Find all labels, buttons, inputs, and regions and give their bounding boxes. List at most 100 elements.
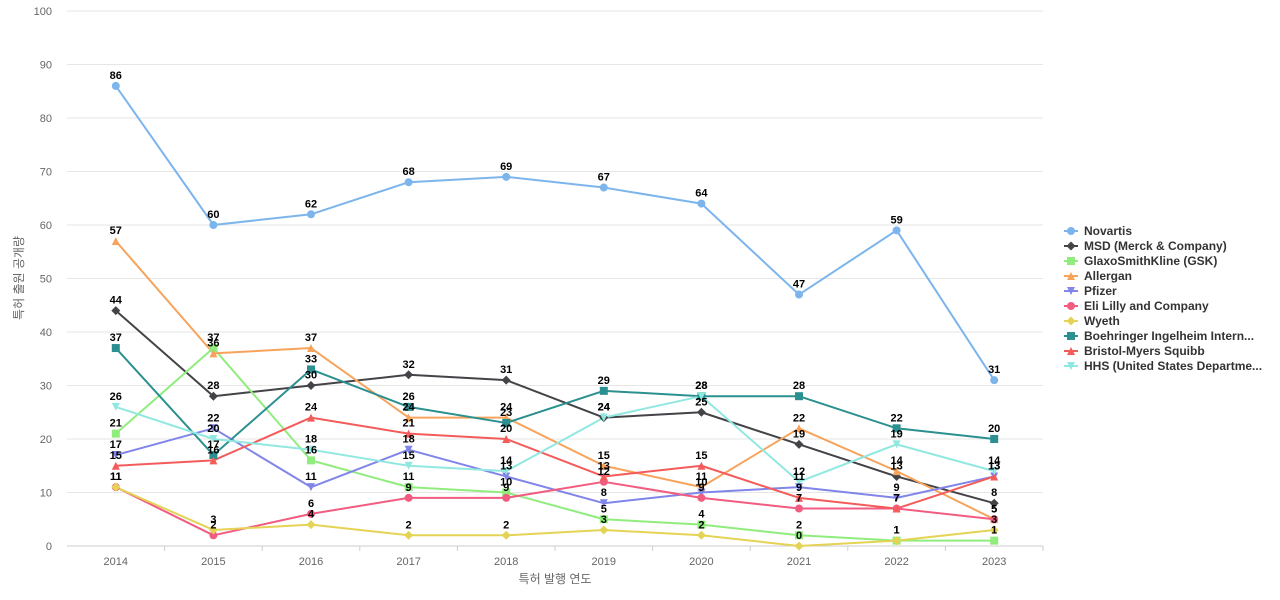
data-point: [208, 391, 218, 401]
data-label: 2: [796, 519, 802, 531]
data-label: 6: [308, 498, 314, 510]
data-label: 12: [598, 466, 610, 478]
data-point: [307, 445, 315, 454]
data-label: 3: [601, 514, 607, 526]
data-point: [990, 536, 999, 545]
data-label: 19: [890, 428, 902, 440]
series-line: [115, 486, 995, 547]
data-label: 18: [402, 434, 414, 446]
data-label: 3: [210, 514, 216, 526]
data-label: 14: [500, 455, 513, 467]
data-label: 2: [698, 519, 704, 531]
data-point: [404, 429, 413, 438]
data-label: 24: [500, 402, 513, 414]
data-point: [501, 375, 511, 385]
data-point: [599, 413, 608, 422]
series-line: [115, 480, 995, 537]
data-label: 37: [110, 332, 122, 344]
legend-symbol: [1067, 362, 1075, 370]
data-point: [307, 344, 315, 353]
data-label: 60: [207, 209, 219, 221]
data-label: 8: [991, 487, 997, 499]
series-line: [115, 309, 995, 505]
y-tick-label: 50: [40, 274, 52, 286]
axes: 특허 발행 연도 특허 출원 공개량: [12, 236, 591, 586]
data-point: [307, 456, 315, 465]
data-point: [697, 493, 706, 502]
data-label: 15: [695, 450, 707, 462]
legend-symbol: [1067, 332, 1075, 340]
legend-item[interactable]: MSD (Merck & Company): [1064, 239, 1227, 253]
data-point: [599, 183, 608, 192]
data-point: [794, 541, 804, 551]
data-point: [111, 482, 121, 492]
data-label: 23: [500, 407, 512, 419]
data-point: [307, 210, 315, 219]
series-line: [115, 240, 995, 521]
legend-item[interactable]: GlaxoSmithKline (GSK): [1064, 254, 1217, 268]
data-point: [990, 376, 999, 385]
data-point: [404, 178, 413, 187]
data-point: [990, 435, 999, 443]
series-line: [115, 395, 995, 483]
data-label: 1: [894, 525, 900, 537]
data-point: [795, 531, 803, 540]
data-point: [111, 402, 120, 411]
data-label: 26: [110, 391, 122, 403]
data-label: 15: [402, 450, 414, 462]
legend-item[interactable]: Novartis: [1064, 224, 1132, 238]
legend-item[interactable]: Pfizer: [1064, 284, 1117, 298]
data-point: [892, 493, 901, 502]
legend-item[interactable]: Wyeth: [1064, 314, 1120, 328]
data-label: 11: [110, 471, 122, 483]
data-label: 59: [890, 214, 902, 226]
data-point: [697, 461, 706, 470]
data-point: [502, 472, 511, 481]
data-label: 57: [110, 225, 122, 237]
legend-item[interactable]: Eli Lilly and Company: [1064, 299, 1209, 313]
data-label: 9: [406, 482, 412, 494]
data-point: [696, 407, 706, 417]
data-point: [795, 290, 803, 299]
data-point: [892, 440, 901, 449]
data-label: 4: [698, 509, 705, 521]
data-point: [209, 344, 218, 353]
data-point: [404, 493, 413, 502]
legend-item[interactable]: Boehringer Ingelheim Intern...: [1064, 329, 1254, 343]
data-point: [404, 445, 413, 454]
y-tick-label: 0: [46, 541, 52, 553]
data-label: 30: [305, 370, 317, 382]
y-tick-label: 40: [40, 327, 52, 339]
data-label: 13: [988, 460, 1000, 472]
data-point: [209, 221, 218, 229]
data-label: 28: [695, 380, 707, 392]
legend-symbol: [1067, 272, 1075, 280]
data-label: 9: [698, 482, 704, 494]
data-label: 5: [991, 503, 997, 515]
data-label: 31: [988, 364, 1000, 376]
data-label: 2: [210, 519, 216, 531]
data-label: 62: [305, 198, 317, 210]
data-point: [892, 467, 901, 476]
data-point: [502, 488, 511, 497]
data-point: [697, 199, 706, 208]
x-tick-label: 2016: [299, 556, 323, 568]
data-point: [989, 525, 999, 535]
data-label: 2: [406, 519, 412, 531]
data-point: [111, 306, 121, 316]
data-label: 15: [110, 450, 122, 462]
legend-item[interactable]: Bristol-Myers Squibb: [1064, 344, 1205, 358]
legend-item[interactable]: HHS (United States Departme...: [1064, 359, 1262, 373]
data-point: [209, 424, 218, 433]
data-label: 8: [601, 487, 607, 499]
data-label: 22: [890, 412, 902, 424]
data-label: 36: [207, 337, 219, 349]
legend-item[interactable]: Allergan: [1064, 269, 1132, 283]
data-label: 0: [796, 530, 802, 542]
data-label: 9: [503, 482, 509, 494]
legend-label: GlaxoSmithKline (GSK): [1084, 254, 1217, 268]
y-tick-label: 70: [40, 167, 52, 179]
